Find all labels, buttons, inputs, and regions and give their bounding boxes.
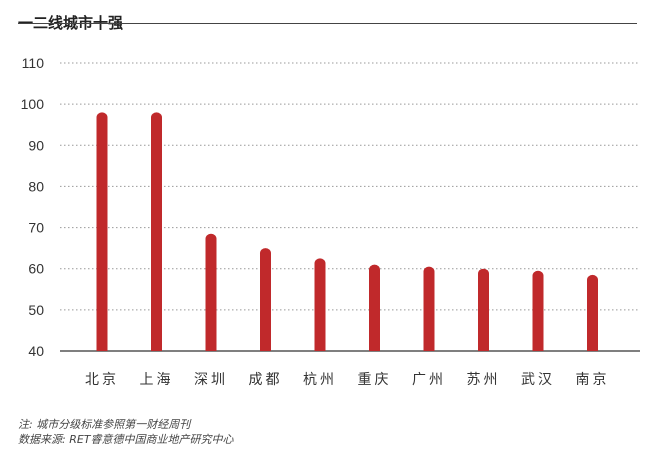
x-tick-label: 上海 [140, 372, 174, 388]
bar [423, 266, 435, 351]
y-tick-label: 110 [22, 55, 45, 71]
bar [587, 274, 598, 351]
bar-base [532, 343, 544, 351]
y-tick-label: 100 [21, 96, 45, 112]
y-tick-label: 70 [28, 220, 44, 236]
bar-base [260, 343, 271, 351]
bar [96, 112, 108, 351]
x-tick-label: 成都 [249, 372, 283, 388]
bar-base [423, 343, 435, 351]
title-rule [18, 23, 637, 24]
y-tick-label: 90 [28, 137, 44, 153]
bar [314, 258, 326, 351]
x-tick-label: 南京 [576, 372, 610, 388]
bar [151, 112, 162, 351]
bar-base [478, 343, 489, 351]
x-tick-label: 杭州 [303, 372, 337, 388]
footnote: 注: 城市分级标准参照第一财经周刊 [18, 418, 191, 431]
y-tick-label: 50 [28, 302, 44, 318]
bar-base [369, 343, 380, 351]
bar [478, 268, 489, 351]
bar-base [151, 343, 162, 351]
bar [205, 233, 217, 351]
bar [260, 248, 271, 351]
y-tick-label: 80 [28, 178, 44, 194]
y-tick-label: 40 [28, 343, 44, 359]
bar-base [96, 343, 108, 351]
bar-chart: 40 50 60 70 80 90 100 110 北京 上海 深圳 成都 杭州 重庆 广州 苏州 武汉 南京 [21, 55, 640, 388]
bar [369, 264, 380, 351]
source-note: 数据来源: RET睿意德中国商业地产研究中心 [18, 433, 234, 446]
x-tick-label: 重庆 [358, 372, 392, 388]
y-tick-label: 60 [28, 261, 44, 277]
bar-base [205, 343, 217, 351]
bar-base [587, 343, 598, 351]
x-tick-label: 广州 [412, 372, 446, 388]
bar-base [314, 343, 326, 351]
x-tick-label: 苏州 [467, 372, 501, 388]
bar [532, 270, 544, 351]
x-tick-label: 北京 [85, 372, 119, 388]
x-tick-label: 武汉 [521, 372, 555, 388]
x-tick-label: 深圳 [194, 372, 228, 388]
